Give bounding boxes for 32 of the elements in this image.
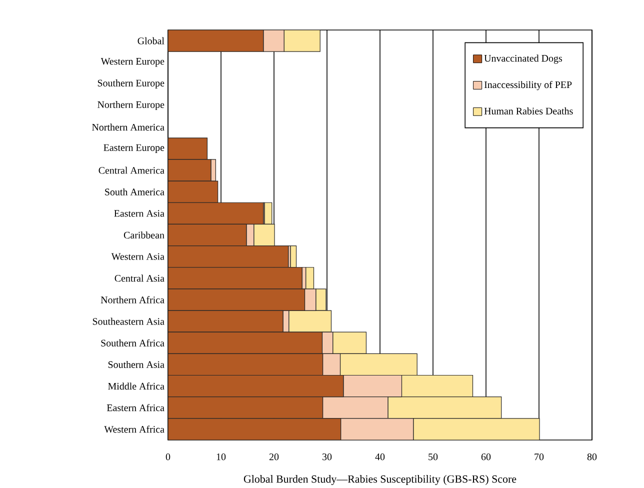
x-tick-label: 70 (534, 453, 544, 460)
x-tick-label: 80 (587, 453, 597, 460)
y-tick-label: Eastern Asia (114, 210, 164, 217)
y-tick-label: Southeastern Asia (92, 318, 164, 325)
legend-label: Human Rabies Deaths (484, 107, 573, 114)
y-tick-label: Central Asia (114, 274, 164, 282)
y-tick-label: Northern America (92, 123, 164, 130)
y-tick-label: Western Europe (100, 58, 164, 67)
y-tick-label: Southern Asia (108, 360, 164, 368)
y-tick-label: Central America (98, 166, 164, 174)
y-tick-label: Northern Africa (100, 296, 164, 304)
y-tick-label: Eastern Europe (104, 144, 164, 153)
x-axis-title: Global Burden Study—Rabies Susceptibility (GBS-RS) Score (244, 474, 516, 485)
x-tick-label: 30 (322, 453, 332, 460)
x-tick-label: 0 (166, 453, 170, 460)
x-tick-label: 60 (481, 453, 491, 460)
y-tick-label: Southern Europe (98, 79, 164, 88)
y-tick-label: Western Africa (104, 425, 164, 433)
x-tick-label: 50 (428, 453, 438, 460)
y-tick-label: Caribbean (124, 231, 164, 238)
legend-label: Inaccessibility of PEP (484, 80, 572, 90)
x-tick-label: 40 (375, 453, 385, 460)
x-tick-label: 10 (216, 453, 226, 460)
y-tick-label: Global (138, 37, 164, 44)
y-tick-label: Northern Europe (98, 100, 164, 110)
y-tick-label: Western Asia (111, 253, 164, 260)
legend-label: Unvaccinated Dogs (484, 54, 562, 64)
y-tick-label: Southern Africa (101, 339, 164, 346)
y-tick-label: South America (105, 188, 164, 196)
y-tick-label: Eastern Africa (106, 404, 164, 412)
x-tick-label: 20 (269, 453, 279, 460)
y-tick-label: Middle Africa (108, 382, 164, 390)
